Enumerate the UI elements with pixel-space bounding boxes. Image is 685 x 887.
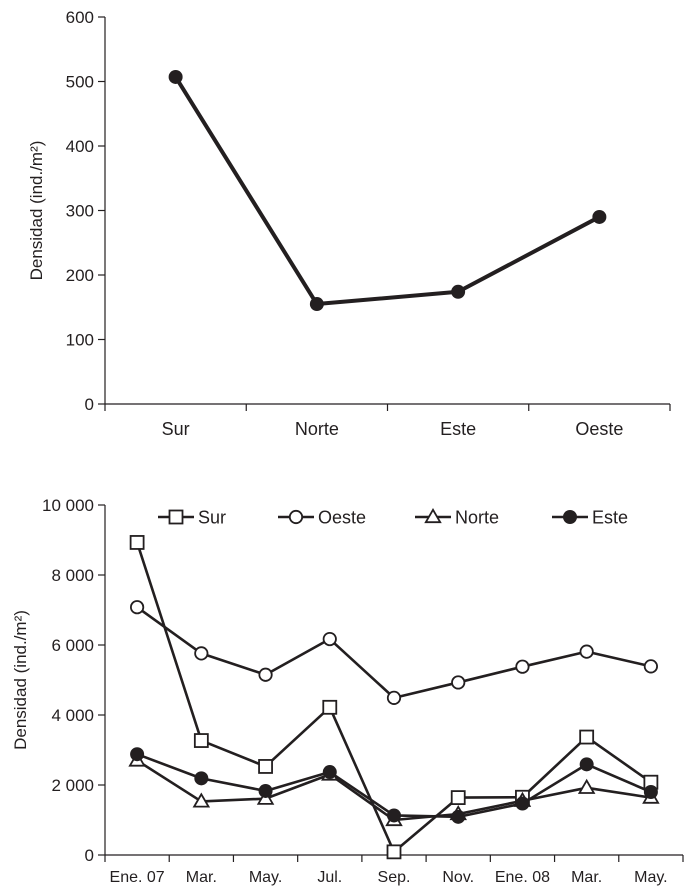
series-line-este [136, 752, 652, 819]
x-tick-label: Nov. [442, 869, 474, 886]
x-tick-label: Oeste [575, 419, 623, 439]
x-tick-label: Ene. 08 [495, 869, 550, 886]
legend-marker-norte [424, 508, 442, 524]
data-point-norte [192, 792, 211, 808]
data-point-este [515, 796, 530, 811]
legend-label-este: Este [592, 508, 628, 528]
y-tick-label: 0 [85, 846, 94, 865]
data-point-este [130, 747, 145, 762]
legend-marker-oeste [288, 509, 304, 525]
series-line-oeste [136, 606, 652, 700]
x-tick-label: Norte [295, 419, 339, 439]
data-point-oeste [643, 659, 658, 674]
x-tick-label: May. [634, 869, 667, 886]
data-point-oeste [322, 631, 337, 647]
data-point [309, 297, 324, 312]
data-point-oeste [194, 646, 209, 661]
y-tick-label: 6 000 [51, 636, 94, 655]
x-tick-label: Sep. [378, 869, 411, 886]
x-tick-label: Ene. 07 [110, 869, 165, 886]
legend-marker-este [563, 510, 577, 524]
y-tick-label: 2 000 [51, 776, 94, 795]
y-tick-label: 4 000 [51, 706, 94, 725]
data-point-este [258, 783, 273, 798]
data-point-sur [579, 729, 595, 745]
data-point-oeste [579, 644, 594, 659]
data-point-este [643, 785, 658, 799]
series-line [173, 75, 601, 307]
data-point-oeste [451, 675, 466, 690]
legend-label-oeste: Oeste [318, 508, 366, 528]
legend-marker-sur [168, 509, 184, 525]
y-tick-label: 100 [66, 331, 94, 350]
data-point [168, 69, 183, 84]
density-over-time-chart: 0 2 000 4 000 6 000 8 000 10 000 Ene. 07 Mar. Ma… [11, 496, 684, 886]
x-tick-label: Sur [162, 419, 190, 439]
y-tick-label: 8 000 [51, 566, 94, 585]
y-tick-label: 200 [66, 266, 94, 285]
legend-label-norte: Norte [455, 508, 499, 528]
data-point-oeste [515, 659, 530, 674]
data-point-norte [577, 778, 596, 794]
data-point-este [322, 765, 337, 780]
x-tick-label: Jul. [317, 869, 342, 886]
data-point-sur [322, 699, 338, 715]
y-axis-title: Densidad (ind./m²) [11, 610, 30, 750]
y-tick-label: 0 [85, 395, 94, 414]
data-point [592, 209, 607, 224]
x-tick-label: Este [440, 419, 476, 439]
y-axis-title: Densidad (ind./m²) [27, 141, 46, 281]
x-tick-label: Mar. [186, 869, 217, 886]
data-point-este [194, 771, 209, 786]
data-point-sur [386, 844, 402, 860]
x-tick-label: Mar. [571, 869, 602, 886]
data-point-oeste [386, 690, 402, 705]
data-point-este [579, 757, 594, 772]
data-point-oeste [258, 667, 273, 682]
density-by-site-chart: 0 100 200 300 400 500 600 Sur Norte Este Oeste Dens… [27, 8, 671, 439]
data-point-oeste [130, 600, 145, 615]
y-tick-label: 500 [66, 73, 94, 92]
x-tick-label: May. [249, 869, 282, 886]
data-point-este [451, 809, 466, 824]
y-tick-label: 600 [66, 8, 94, 27]
data-point-sur [258, 759, 273, 774]
data-point-sur [450, 790, 466, 805]
data-point-sur [129, 535, 145, 550]
y-tick-label: 300 [66, 202, 94, 221]
y-tick-label: 10 000 [42, 496, 94, 515]
data-point-sur [193, 733, 209, 748]
y-tick-label: 400 [66, 137, 94, 156]
data-point [451, 284, 466, 299]
data-point-este [387, 808, 401, 823]
legend-label-sur: Sur [198, 508, 226, 528]
